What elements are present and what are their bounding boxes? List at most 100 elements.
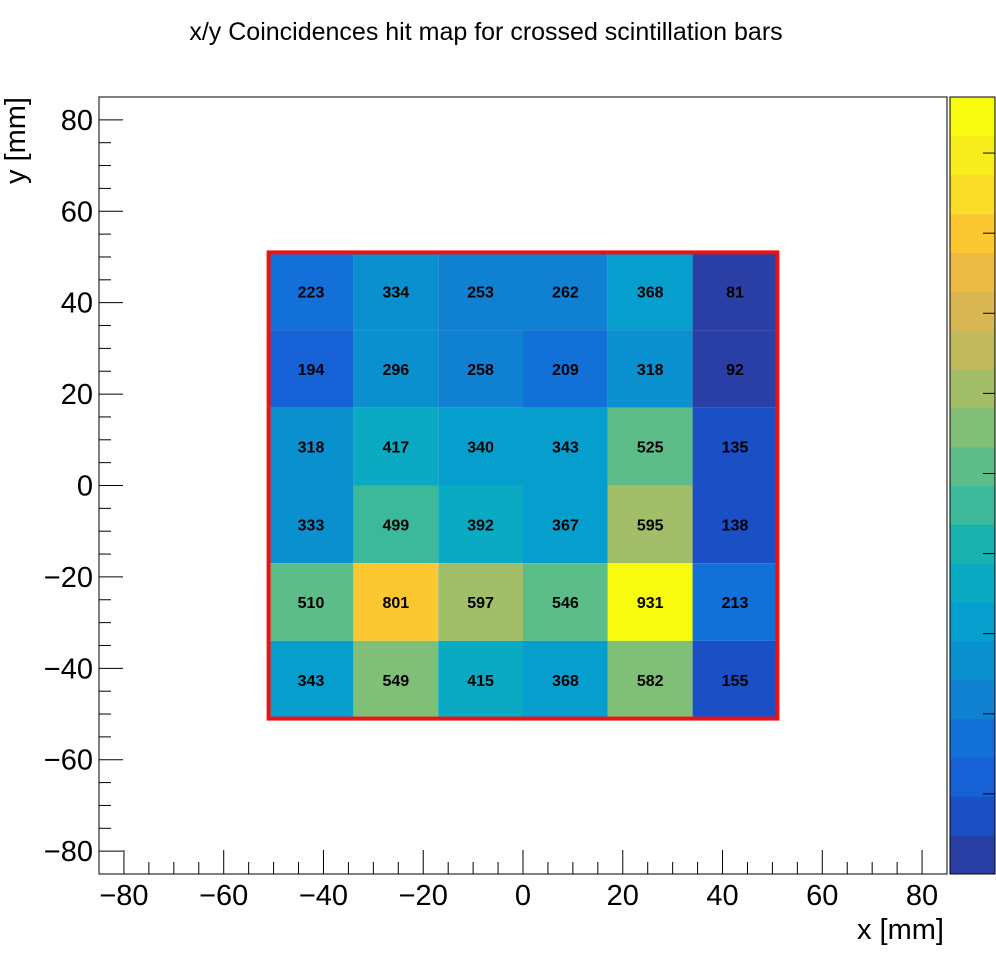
colorbar-band <box>950 446 995 486</box>
y-tick-label: −60 <box>44 745 93 777</box>
cell-value-label: 318 <box>637 362 664 379</box>
heatmap-cells <box>268 252 778 719</box>
y-tick-label: 20 <box>61 379 93 411</box>
cell-value-label: 546 <box>552 595 579 612</box>
x-tick-label: 40 <box>706 880 738 912</box>
cell-value-label: 417 <box>382 440 409 457</box>
heatmap-cell <box>438 563 523 641</box>
heatmap-cell <box>268 485 354 564</box>
cell-value-label: 801 <box>382 595 409 612</box>
heatmap-cell <box>268 640 354 719</box>
cell-value-label: 368 <box>552 673 579 690</box>
colorbar-band <box>950 407 995 448</box>
highlight-box <box>266 250 780 721</box>
cell-value-labels: 223 334 253 262 368 81 194 296 258 209 318 92 318 417… <box>298 284 749 690</box>
heatmap-cell <box>438 407 523 486</box>
y-tick-label: 60 <box>61 196 93 228</box>
heatmap-cell <box>692 407 778 486</box>
heatmap-cell <box>353 407 439 486</box>
colorbar-band <box>950 252 995 292</box>
heatmap-cell <box>607 563 693 641</box>
heatmap-cell <box>692 563 778 641</box>
heatmap-cell <box>268 252 354 331</box>
heatmap-cell <box>438 252 523 331</box>
colorbar-frame <box>949 96 996 875</box>
heatmap-cell <box>353 485 439 564</box>
x-tick-label: 60 <box>806 880 838 912</box>
cell-value-label: 597 <box>467 595 494 612</box>
colorbar-band <box>950 485 995 525</box>
heatmap-cell <box>353 252 439 331</box>
cell-value-label: 81 <box>726 284 744 301</box>
y-tick-label: 80 <box>61 105 93 137</box>
cell-value-label: 138 <box>722 517 749 534</box>
cell-value-label: 213 <box>722 595 749 612</box>
colorbar <box>949 96 996 875</box>
cell-value-label: 296 <box>382 362 409 379</box>
heatmap-cell <box>607 407 693 486</box>
heatmap-cell <box>692 252 778 331</box>
cell-value-label: 194 <box>298 362 325 379</box>
heatmap-cell <box>523 252 608 331</box>
cell-value-label: 318 <box>298 440 325 457</box>
cell-value-label: 155 <box>722 673 749 690</box>
heatmap-cell <box>353 330 439 408</box>
cell-value-label: 499 <box>382 517 409 534</box>
cell-value-label: 209 <box>552 362 579 379</box>
cell-value-label: 334 <box>382 284 409 301</box>
y-tick-label: −20 <box>44 562 93 594</box>
cell-value-label: 333 <box>298 517 325 534</box>
cell-value-label: 595 <box>637 517 664 534</box>
axes: −80 −60 −40 −20 0 20 40 60 80 −80 −60 −40 −20 0 20 40 60… <box>44 105 938 912</box>
cell-value-label: 92 <box>726 362 744 379</box>
cell-value-label: 253 <box>467 284 494 301</box>
colorbar-band <box>950 563 995 603</box>
colorbar-band <box>950 174 995 215</box>
colorbar-band <box>950 602 995 642</box>
x-tick-label: −60 <box>199 880 248 912</box>
cell-value-label: 415 <box>467 673 494 690</box>
colorbar-band <box>950 640 995 681</box>
y-tick-label: −40 <box>44 653 93 685</box>
cell-value-label: 135 <box>722 440 749 457</box>
heatmap-cell <box>523 407 608 486</box>
cell-value-label: 343 <box>298 673 325 690</box>
heatmap-cell <box>523 563 608 641</box>
y-tick-label: −80 <box>44 836 93 868</box>
heatmap-cell <box>607 640 693 719</box>
heatmap-cell <box>607 252 693 331</box>
heatmap-cell <box>268 407 354 486</box>
heatmap-cell <box>353 640 439 719</box>
heatmap-cell <box>523 330 608 408</box>
colorbar-band <box>950 135 995 176</box>
colorbar-band <box>950 330 995 370</box>
cell-value-label: 223 <box>298 284 325 301</box>
heatmap-cell <box>268 330 354 408</box>
colorbar-band <box>950 368 995 409</box>
colorbar-band <box>950 291 995 331</box>
colorbar-band <box>950 835 995 875</box>
heatmap-cell <box>268 563 354 641</box>
x-tick-label: 20 <box>607 880 639 912</box>
colorbar-band <box>950 524 995 564</box>
colorbar-band <box>950 679 995 720</box>
colorbar-band <box>950 757 995 797</box>
x-tick-label: −40 <box>299 880 348 912</box>
colorbar-band <box>950 796 995 836</box>
x-tick-label: −20 <box>399 880 448 912</box>
x-tick-label: 0 <box>515 880 531 912</box>
cell-value-label: 392 <box>467 517 494 534</box>
chart-title: x/y Coincidences hit map for crossed sci… <box>189 18 783 46</box>
cell-value-label: 367 <box>552 517 579 534</box>
y-tick-label: 0 <box>77 471 93 503</box>
cell-value-label: 340 <box>467 440 494 457</box>
cell-value-label: 262 <box>552 284 579 301</box>
cell-value-label: 343 <box>552 440 579 457</box>
x-tick-label: −80 <box>99 880 148 912</box>
y-tick-label: 40 <box>61 288 93 320</box>
heatmap-cell <box>692 330 778 408</box>
cell-value-label: 510 <box>298 595 325 612</box>
cell-value-label: 368 <box>637 284 664 301</box>
heatmap-cell <box>523 640 608 719</box>
